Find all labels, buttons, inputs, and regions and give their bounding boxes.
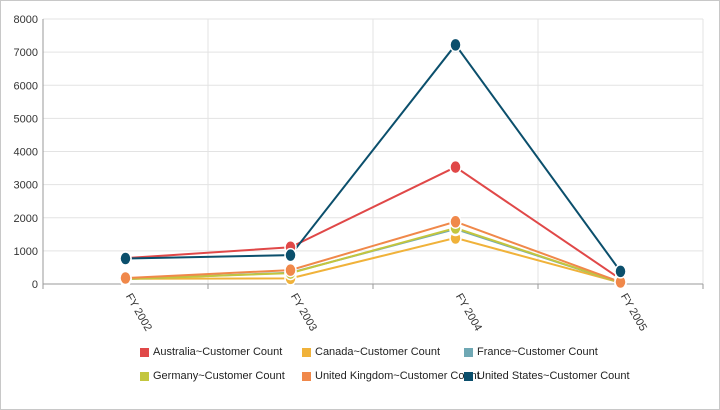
y-tick-label: 5000 <box>14 113 38 125</box>
series-line <box>125 220 621 283</box>
data-point <box>449 37 462 53</box>
data-point <box>449 214 462 229</box>
series-line <box>125 165 622 280</box>
data-point <box>119 270 132 286</box>
data-point <box>119 251 132 266</box>
y-tick-label: 0 <box>32 279 38 291</box>
y-tick-label: 3000 <box>14 180 38 192</box>
y-tick-label: 4000 <box>14 147 38 159</box>
data-point <box>449 159 462 175</box>
data-point <box>284 247 297 263</box>
series-line <box>125 43 622 273</box>
y-tick-label: 8000 <box>14 14 38 26</box>
y-tick-label: 7000 <box>14 47 38 59</box>
x-tick-label: FY 2005 <box>618 292 649 334</box>
series-line <box>125 226 621 284</box>
x-tick-label: FY 2004 <box>453 292 484 334</box>
x-tick-label: FY 2002 <box>123 292 154 334</box>
y-tick-label: 2000 <box>14 213 38 225</box>
series-line <box>125 236 621 284</box>
data-point <box>284 262 297 278</box>
y-tick-label: 6000 <box>14 80 38 92</box>
y-tick-label: 1000 <box>14 246 38 258</box>
data-point <box>614 264 627 279</box>
x-tick-label: FY 2003 <box>288 292 319 334</box>
